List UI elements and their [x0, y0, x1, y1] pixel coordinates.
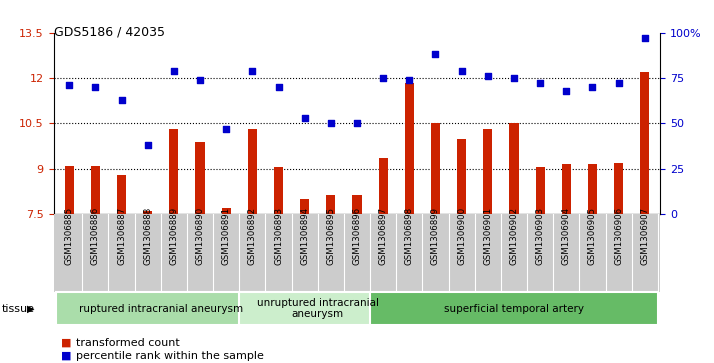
Text: ▶: ▶: [27, 303, 35, 314]
Point: [508, 75, 520, 81]
Text: transformed count: transformed count: [76, 338, 180, 348]
Bar: [353, 195, 361, 214]
Point: [90, 84, 101, 90]
Text: ruptured intracranial aneurysm: ruptured intracranial aneurysm: [79, 303, 243, 314]
Point: [613, 81, 624, 86]
Point: [378, 75, 389, 81]
Text: ■: ■: [61, 351, 71, 361]
Bar: [614, 163, 623, 214]
Bar: [640, 72, 649, 214]
Point: [560, 88, 572, 94]
Text: tissue: tissue: [1, 303, 34, 314]
Point: [587, 84, 598, 90]
Bar: [483, 130, 493, 214]
Point: [639, 35, 650, 41]
Bar: [378, 158, 388, 214]
Bar: [588, 164, 597, 214]
Bar: [91, 166, 100, 214]
Point: [116, 97, 127, 103]
Bar: [300, 199, 309, 214]
Bar: [326, 195, 336, 214]
Point: [169, 68, 180, 74]
Bar: [562, 164, 571, 214]
Bar: [536, 167, 545, 214]
Bar: [509, 123, 518, 214]
Point: [430, 52, 441, 57]
Point: [221, 126, 232, 132]
Point: [64, 82, 75, 88]
Bar: [239, 292, 396, 325]
Text: GDS5186 / 42035: GDS5186 / 42035: [54, 25, 164, 38]
Point: [194, 77, 206, 83]
Bar: [65, 166, 74, 214]
Point: [403, 77, 415, 83]
Point: [482, 73, 493, 79]
Bar: [56, 292, 266, 325]
Text: percentile rank within the sample: percentile rank within the sample: [76, 351, 264, 361]
Point: [273, 84, 284, 90]
Point: [351, 121, 363, 126]
Bar: [370, 292, 658, 325]
Bar: [248, 130, 257, 214]
Point: [299, 115, 311, 121]
Bar: [143, 211, 152, 214]
Bar: [274, 167, 283, 214]
Bar: [405, 83, 414, 214]
Bar: [117, 175, 126, 214]
Bar: [457, 139, 466, 214]
Point: [325, 121, 336, 126]
Text: superficial temporal artery: superficial temporal artery: [444, 303, 584, 314]
Text: ■: ■: [61, 338, 71, 348]
Text: unruptured intracranial
aneurysm: unruptured intracranial aneurysm: [257, 298, 378, 319]
Point: [246, 68, 258, 74]
Bar: [221, 208, 231, 214]
Point: [456, 68, 468, 74]
Bar: [169, 130, 178, 214]
Point: [142, 142, 154, 148]
Point: [534, 81, 545, 86]
Bar: [196, 142, 205, 214]
Bar: [431, 123, 440, 214]
